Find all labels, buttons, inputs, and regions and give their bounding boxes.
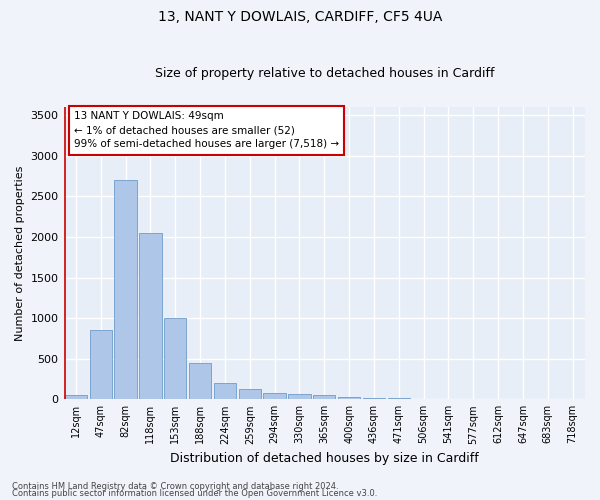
Bar xyxy=(214,383,236,400)
Text: 13, NANT Y DOWLAIS, CARDIFF, CF5 4UA: 13, NANT Y DOWLAIS, CARDIFF, CF5 4UA xyxy=(158,10,442,24)
Text: 13 NANT Y DOWLAIS: 49sqm
← 1% of detached houses are smaller (52)
99% of semi-de: 13 NANT Y DOWLAIS: 49sqm ← 1% of detache… xyxy=(74,112,339,150)
Y-axis label: Number of detached properties: Number of detached properties xyxy=(15,166,25,341)
Bar xyxy=(115,180,137,400)
Bar xyxy=(388,398,410,400)
Bar xyxy=(189,363,211,400)
Bar xyxy=(363,398,385,400)
Bar xyxy=(89,330,112,400)
Bar xyxy=(263,393,286,400)
Bar xyxy=(164,318,187,400)
Bar xyxy=(338,397,360,400)
Bar xyxy=(288,394,311,400)
Bar xyxy=(139,233,161,400)
Text: Contains public sector information licensed under the Open Government Licence v3: Contains public sector information licen… xyxy=(12,489,377,498)
Bar xyxy=(239,389,261,400)
X-axis label: Distribution of detached houses by size in Cardiff: Distribution of detached houses by size … xyxy=(170,452,479,465)
Text: Contains HM Land Registry data © Crown copyright and database right 2024.: Contains HM Land Registry data © Crown c… xyxy=(12,482,338,491)
Title: Size of property relative to detached houses in Cardiff: Size of property relative to detached ho… xyxy=(155,66,494,80)
Bar xyxy=(313,395,335,400)
Bar xyxy=(65,395,87,400)
